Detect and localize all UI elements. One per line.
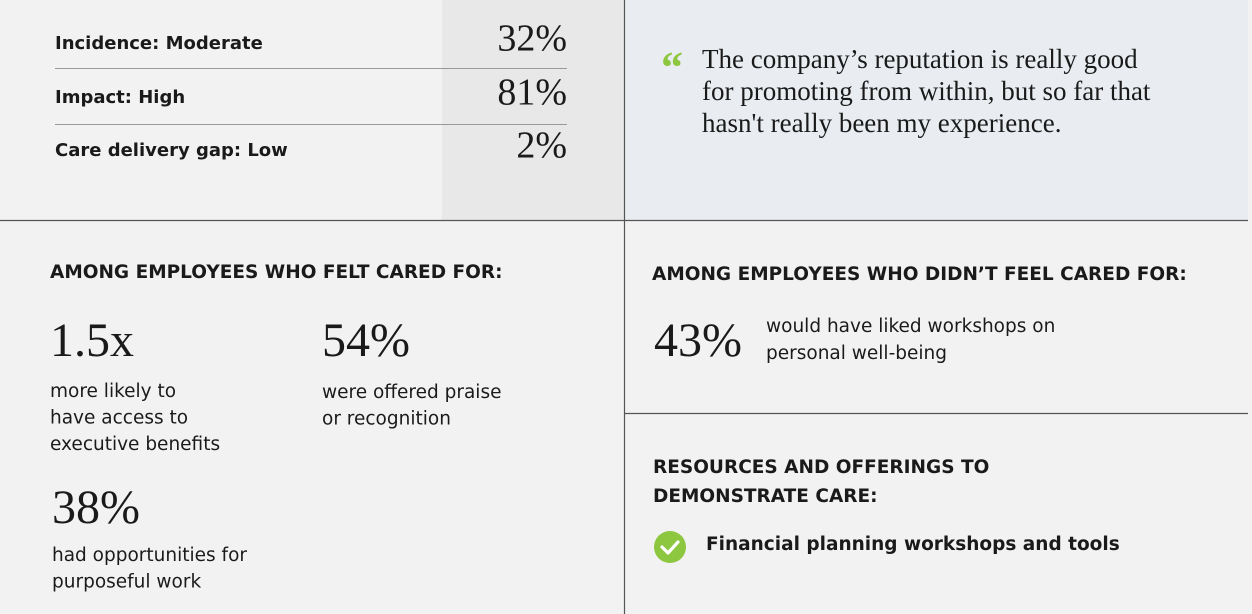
- quote-line: The company’s reputation is really good: [702, 44, 1138, 74]
- stat-text: were offered praise: [322, 382, 501, 403]
- quote-panel: [624, 0, 1248, 220]
- stat-text: have access to: [50, 408, 188, 429]
- stat-value: 38%: [52, 481, 140, 534]
- metric-value: 32%: [497, 18, 567, 60]
- metric-label: Impact: High: [55, 87, 185, 108]
- resource-item: Financial planning workshops and tools: [706, 534, 1120, 555]
- stat-text: more likely to: [50, 381, 176, 402]
- section-heading: AMONG EMPLOYEES WHO DIDN’T FEEL CARED FO…: [652, 264, 1187, 285]
- section-heading: RESOURCES AND OFFERINGS TO: [653, 457, 989, 478]
- stat-text: purposeful work: [52, 572, 201, 593]
- stat-value: 43%: [654, 314, 742, 367]
- section-heading: DEMONSTRATE CARE:: [653, 486, 878, 507]
- stat-value: 1.5x: [50, 314, 134, 367]
- stat-text: had opportunities for: [52, 545, 247, 566]
- quote-line: for promoting from within, but so far th…: [702, 76, 1151, 106]
- stat-text: executive benefits: [50, 434, 220, 455]
- stat-text: would have liked workshops on: [766, 316, 1055, 337]
- stat-value: 54%: [322, 314, 410, 367]
- section-heading: AMONG EMPLOYEES WHO FELT CARED FOR:: [50, 262, 503, 283]
- stat-text: or recognition: [322, 409, 451, 430]
- metric-label: Care delivery gap: Low: [55, 140, 288, 161]
- quote-line: hasn't really been my experience.: [702, 108, 1061, 138]
- check-icon: [654, 531, 686, 563]
- stat-text: personal well-being: [766, 343, 947, 364]
- metric-value: 2%: [516, 125, 567, 167]
- metric-label: Incidence: Moderate: [55, 33, 263, 54]
- quote-mark: “: [661, 43, 683, 92]
- value-column: [442, 0, 624, 220]
- metric-value: 81%: [497, 72, 567, 114]
- check-mark: [660, 540, 680, 555]
